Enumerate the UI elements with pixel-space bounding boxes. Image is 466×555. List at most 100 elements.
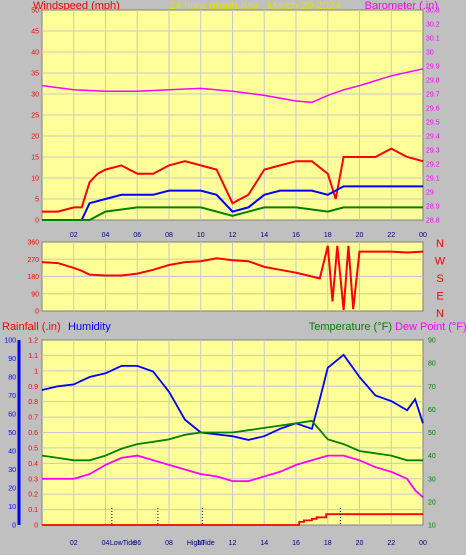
barometer-line [41,68,424,104]
humidity-y-tick: 80 [8,375,16,382]
rain-y-tick: 0.2 [28,492,38,499]
rain-y-tick: 0.5 [28,445,38,452]
compass-label: N [436,308,444,320]
direction-y-tick: 0 [35,309,39,316]
humidity-y-tick: 60 [8,412,16,419]
humidity-y-tick: 10 [8,504,16,511]
dewpoint-title: Dew Point (°F) [395,321,466,333]
barometer-y-tick: 28.8 [426,218,440,225]
humidity-y-tick: 100 [4,338,16,345]
wind-y-tick: 10 [31,176,39,183]
temp-x-tick: 04 [102,540,110,547]
humidity-y-tick: 90 [8,356,16,363]
wind-x-tick: 14 [260,232,268,239]
humidity-y-tick: 70 [8,393,16,400]
wind-y-tick: 40 [31,50,39,57]
humidity-title: Humidity [68,321,111,333]
wind-x-tick: 10 [197,232,205,239]
barometer-y-tick: 29.5 [426,120,440,127]
temp-x-tick: 20 [356,540,364,547]
wind-x-ticks: 02 04 06 08 10 12 14 16 18 20 22 00 [70,232,427,239]
direction-series [41,245,424,311]
direction-y-tick: 360 [27,240,39,247]
wind-x-tick: 00 [419,232,427,239]
wind-y-tick: 35 [31,71,39,78]
humidity-axis: 0 10 20 30 40 50 60 70 80 90 100 [4,338,21,530]
wind-x-tick: 02 [70,232,78,239]
wind-y-ticks: 0 5 10 15 20 25 30 35 40 45 50 [31,8,39,225]
rainfall-line [42,513,423,526]
wind-x-tick: 20 [356,232,364,239]
temp-y-tick: 80 [428,361,436,368]
wind-y-tick: 5 [35,197,39,204]
temp-y-tick: 90 [428,338,436,345]
wind-x-tick: 12 [229,232,237,239]
wind-gust-line [42,147,424,213]
temp-x-tick: 12 [229,540,237,547]
rain-y-tick: 1 [34,368,38,375]
temp-y-tick: 30 [428,476,436,483]
tide-markers: LowTide HighTide [110,508,341,547]
temp-y-tick: 10 [428,523,436,530]
temperature-line [41,419,423,462]
barometer-y-tick: 29.4 [426,134,440,141]
humidity-y-tick: 50 [8,430,16,437]
wind-low-line [42,206,423,221]
rain-y-tick: 0.4 [28,461,38,468]
rain-y-ticks: 0 0.1 0.2 0.3 0.4 0.5 0.6 0.7 0.8 0.9 1 1.1 1.2 [28,338,38,530]
wind-x-tick: 18 [324,232,332,239]
temp-x-tick: 02 [70,540,78,547]
low-tide-label: LowTide [110,540,136,547]
rain-y-tick: 0.9 [28,384,38,391]
temp-y-tick: 20 [428,499,436,506]
rain-y-tick: 0.8 [28,399,38,406]
temp-x-tick: 00 [419,540,427,547]
compass-label: W [435,256,446,268]
barometer-y-tick: 30.3 [426,8,440,15]
rainfall-title: Rainfall (.in) [2,321,61,333]
humidity-y-tick: 40 [8,449,16,456]
temp-y-ticks: 10 20 30 40 50 60 70 80 90 [428,338,436,530]
barometer-y-tick: 29.2 [426,162,440,169]
barometer-y-ticks: 28.8 28.9 29 29.1 29.2 29.3 29.4 29.5 29.6 29.7 29… [426,8,440,225]
temp-series [41,353,424,526]
windspeed-title: Windspeed (mph) [33,0,120,12]
wind-y-tick: 30 [31,92,39,99]
rain-y-tick: 0.7 [28,415,38,422]
barometer-title: Barometer (.in) [365,0,438,12]
barometer-y-tick: 29.6 [426,106,440,113]
wind-series [41,68,424,221]
barometer-y-tick: 29.1 [426,176,440,183]
temp-x-ticks: 02 04 06 08 10 12 14 16 18 20 22 00 [70,540,427,547]
humidity-y-tick: 30 [8,467,16,474]
compass-label: N [436,238,444,250]
barometer-y-tick: 30 [426,50,434,57]
wind-x-tick: 08 [165,232,173,239]
barometer-y-tick: 28.9 [426,204,440,211]
wind-average-line [42,185,423,221]
high-tide-label: HighTide [187,540,215,547]
temp-x-tick: 06 [133,540,141,547]
humidity-y-tick: 20 [8,486,16,493]
wind-grid [42,10,423,220]
wind-x-tick: 06 [133,232,141,239]
wind-x-tick: 16 [292,232,300,239]
rain-y-tick: 0.3 [28,476,38,483]
temp-x-tick: 16 [292,540,300,547]
barometer-y-tick: 29.8 [426,78,440,85]
temp-x-tick: 10 [197,540,205,547]
rain-y-tick: 0.1 [28,507,38,514]
wind-x-tick: 04 [102,232,110,239]
temp-y-tick: 60 [428,407,436,414]
wind-y-tick: 20 [31,134,39,141]
barometer-y-tick: 29 [426,190,434,197]
temperature-title: Temperature (°F) [309,321,392,333]
wind-y-tick: 15 [31,155,39,162]
wind-y-tick: 0 [35,218,39,225]
direction-y-tick: 270 [27,257,39,264]
temp-y-tick: 50 [428,430,436,437]
